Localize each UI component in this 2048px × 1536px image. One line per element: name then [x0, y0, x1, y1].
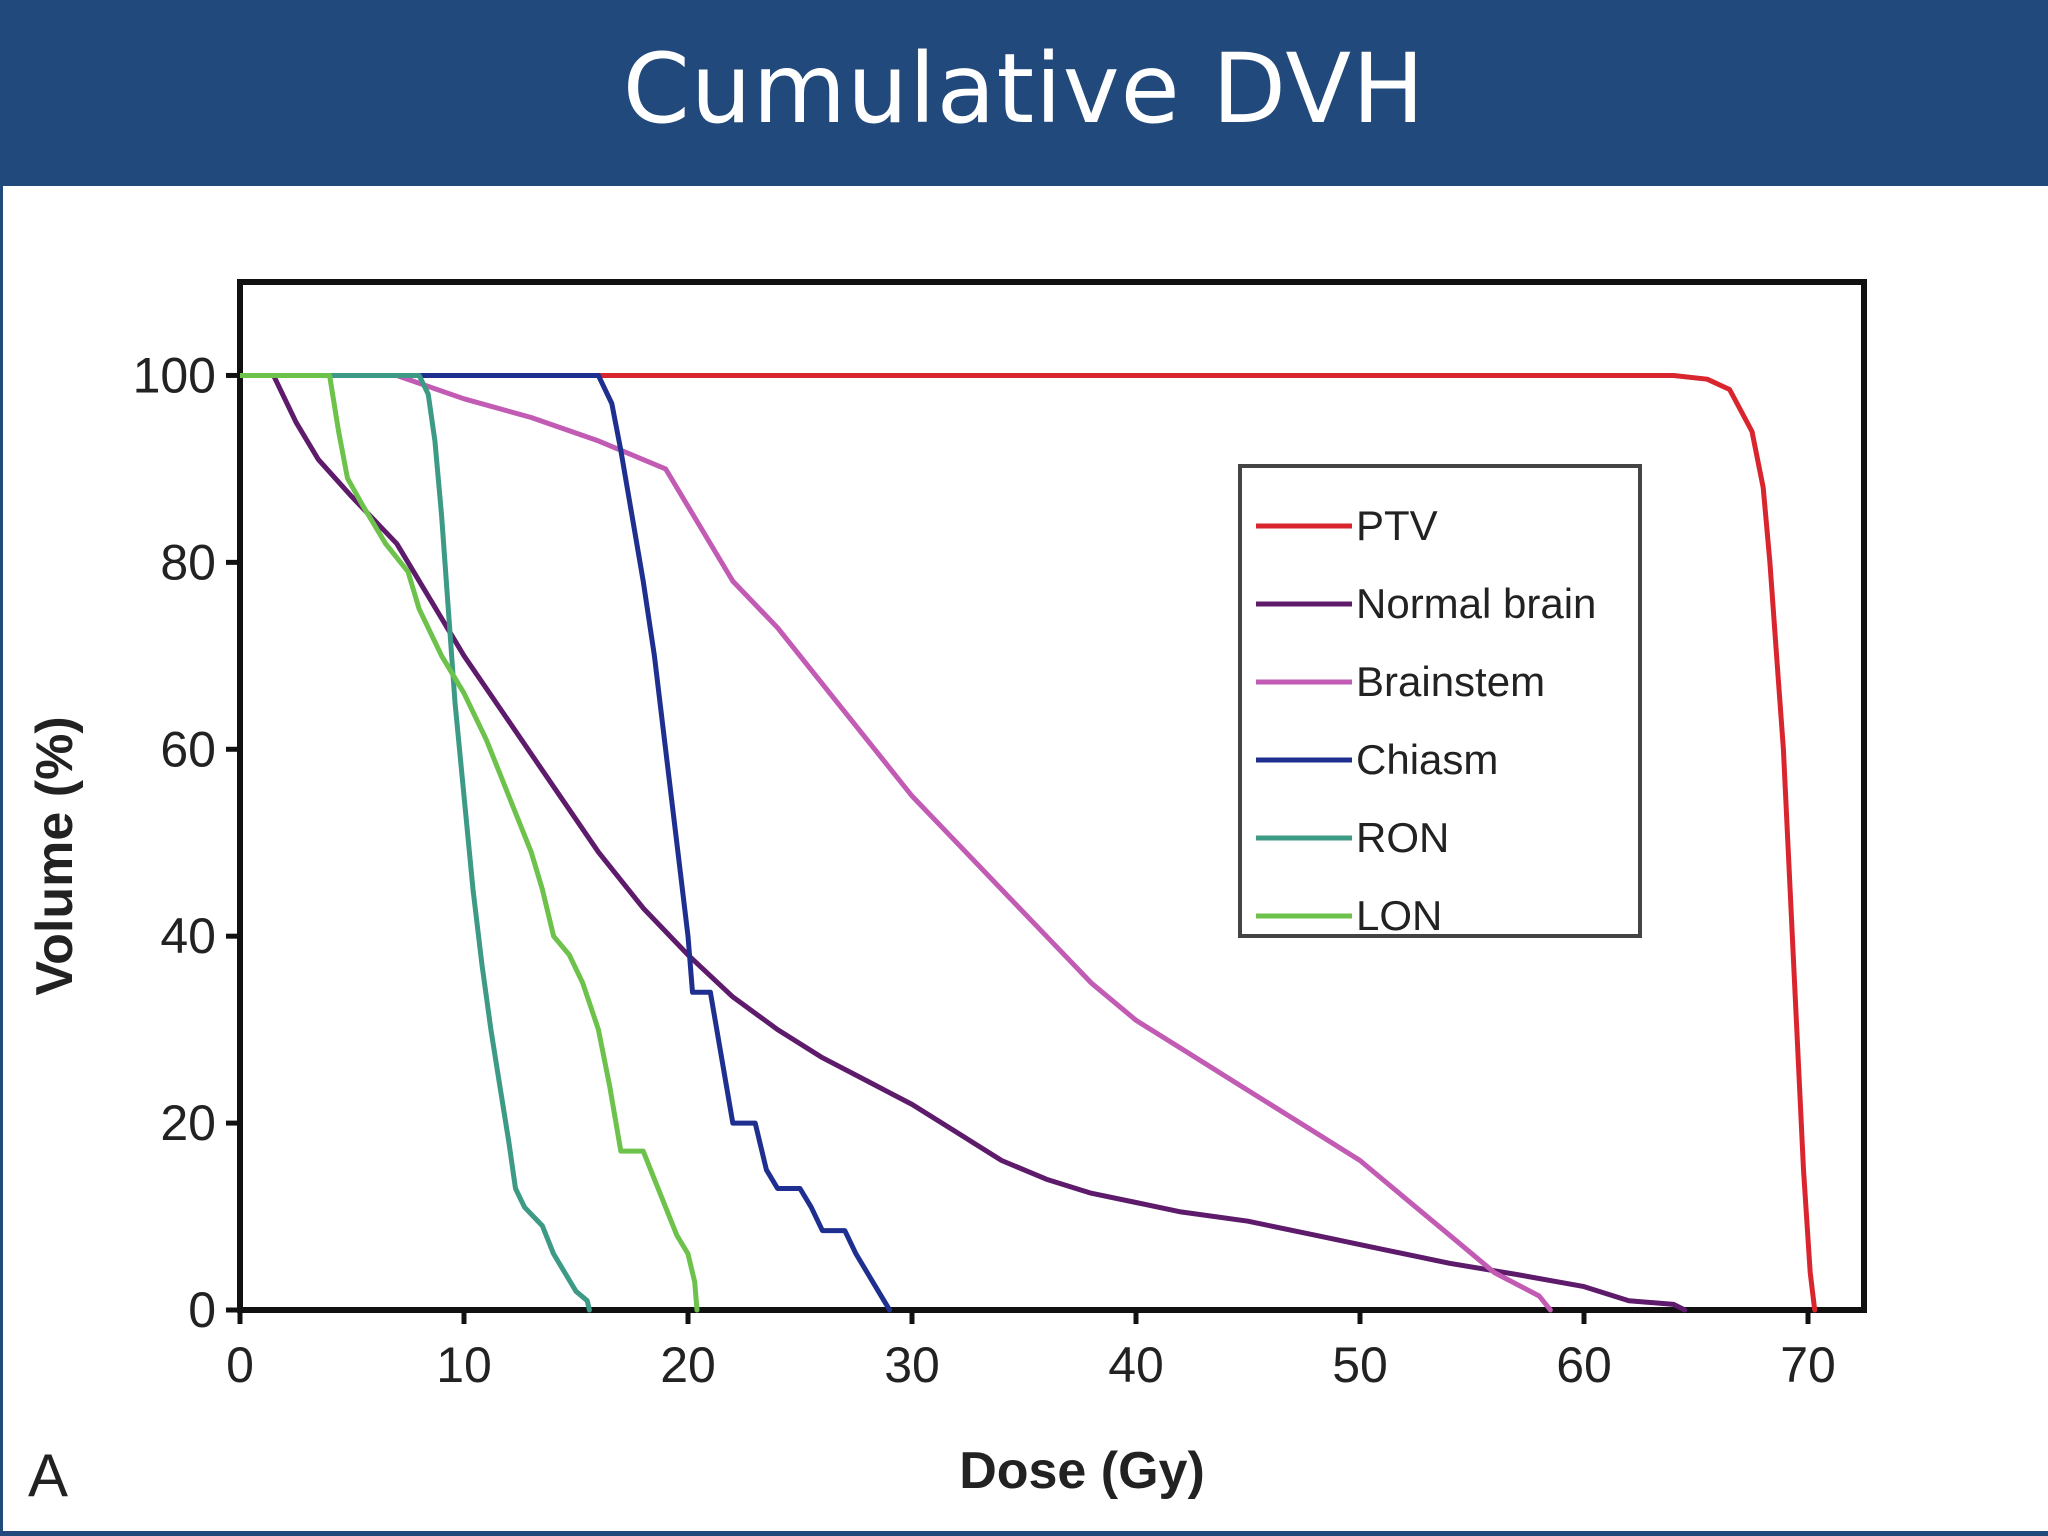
y-tick-label: 20: [160, 1095, 216, 1151]
legend-label-normal-brain: Normal brain: [1356, 580, 1596, 627]
panel-label: A: [28, 1442, 68, 1509]
x-tick-label: 20: [660, 1337, 716, 1393]
x-tick-label: 0: [226, 1337, 254, 1393]
y-tick-label: 0: [188, 1282, 216, 1338]
slide-title: Cumulative DVH: [622, 33, 1426, 145]
y-tick-label: 40: [160, 908, 216, 964]
dvh-chart: 0 20 40 60 80 100 0 10 20 30 40 50 60 70 PTV Normal br…: [26, 279, 1867, 1509]
frame-border-left: [0, 186, 3, 1536]
legend-label-lon: LON: [1356, 892, 1442, 939]
series-line-ron: [237, 373, 592, 1313]
series-line-lon: [237, 373, 700, 1313]
x-tick-label: 30: [884, 1337, 940, 1393]
legend-label-ron: RON: [1356, 814, 1449, 861]
x-tick-label: 40: [1108, 1337, 1164, 1393]
legend-label-brainstem: Brainstem: [1356, 658, 1545, 705]
series-line-ptv: [237, 373, 1818, 1313]
legend-label-ptv: PTV: [1356, 502, 1438, 549]
axes-layer: 0 20 40 60 80 100 0 10 20 30 40 50 60 70: [133, 347, 1836, 1393]
legend: PTV Normal brain Brainstem Chiasm RON LON: [1238, 464, 1642, 939]
frame-border-bottom: [0, 1531, 2048, 1536]
y-tick-label: 100: [133, 347, 216, 403]
y-tick-label: 80: [160, 534, 216, 590]
legend-box: [1238, 464, 1642, 938]
x-tick-label: 70: [1780, 1337, 1836, 1393]
series-line-chiasm: [237, 373, 893, 1313]
x-tick-label: 10: [436, 1337, 492, 1393]
x-axis-title: Dose (Gy): [959, 1442, 1205, 1500]
legend-label-chiasm: Chiasm: [1356, 736, 1498, 783]
y-axis-title: Volume (%): [26, 716, 84, 995]
y-tick-label: 60: [160, 721, 216, 777]
slide-header: Cumulative DVH: [0, 0, 2048, 186]
series-layer: [237, 373, 1818, 1313]
x-tick-label: 50: [1332, 1337, 1388, 1393]
x-tick-label: 60: [1556, 1337, 1612, 1393]
series-line-normal-brain: [271, 373, 1688, 1313]
